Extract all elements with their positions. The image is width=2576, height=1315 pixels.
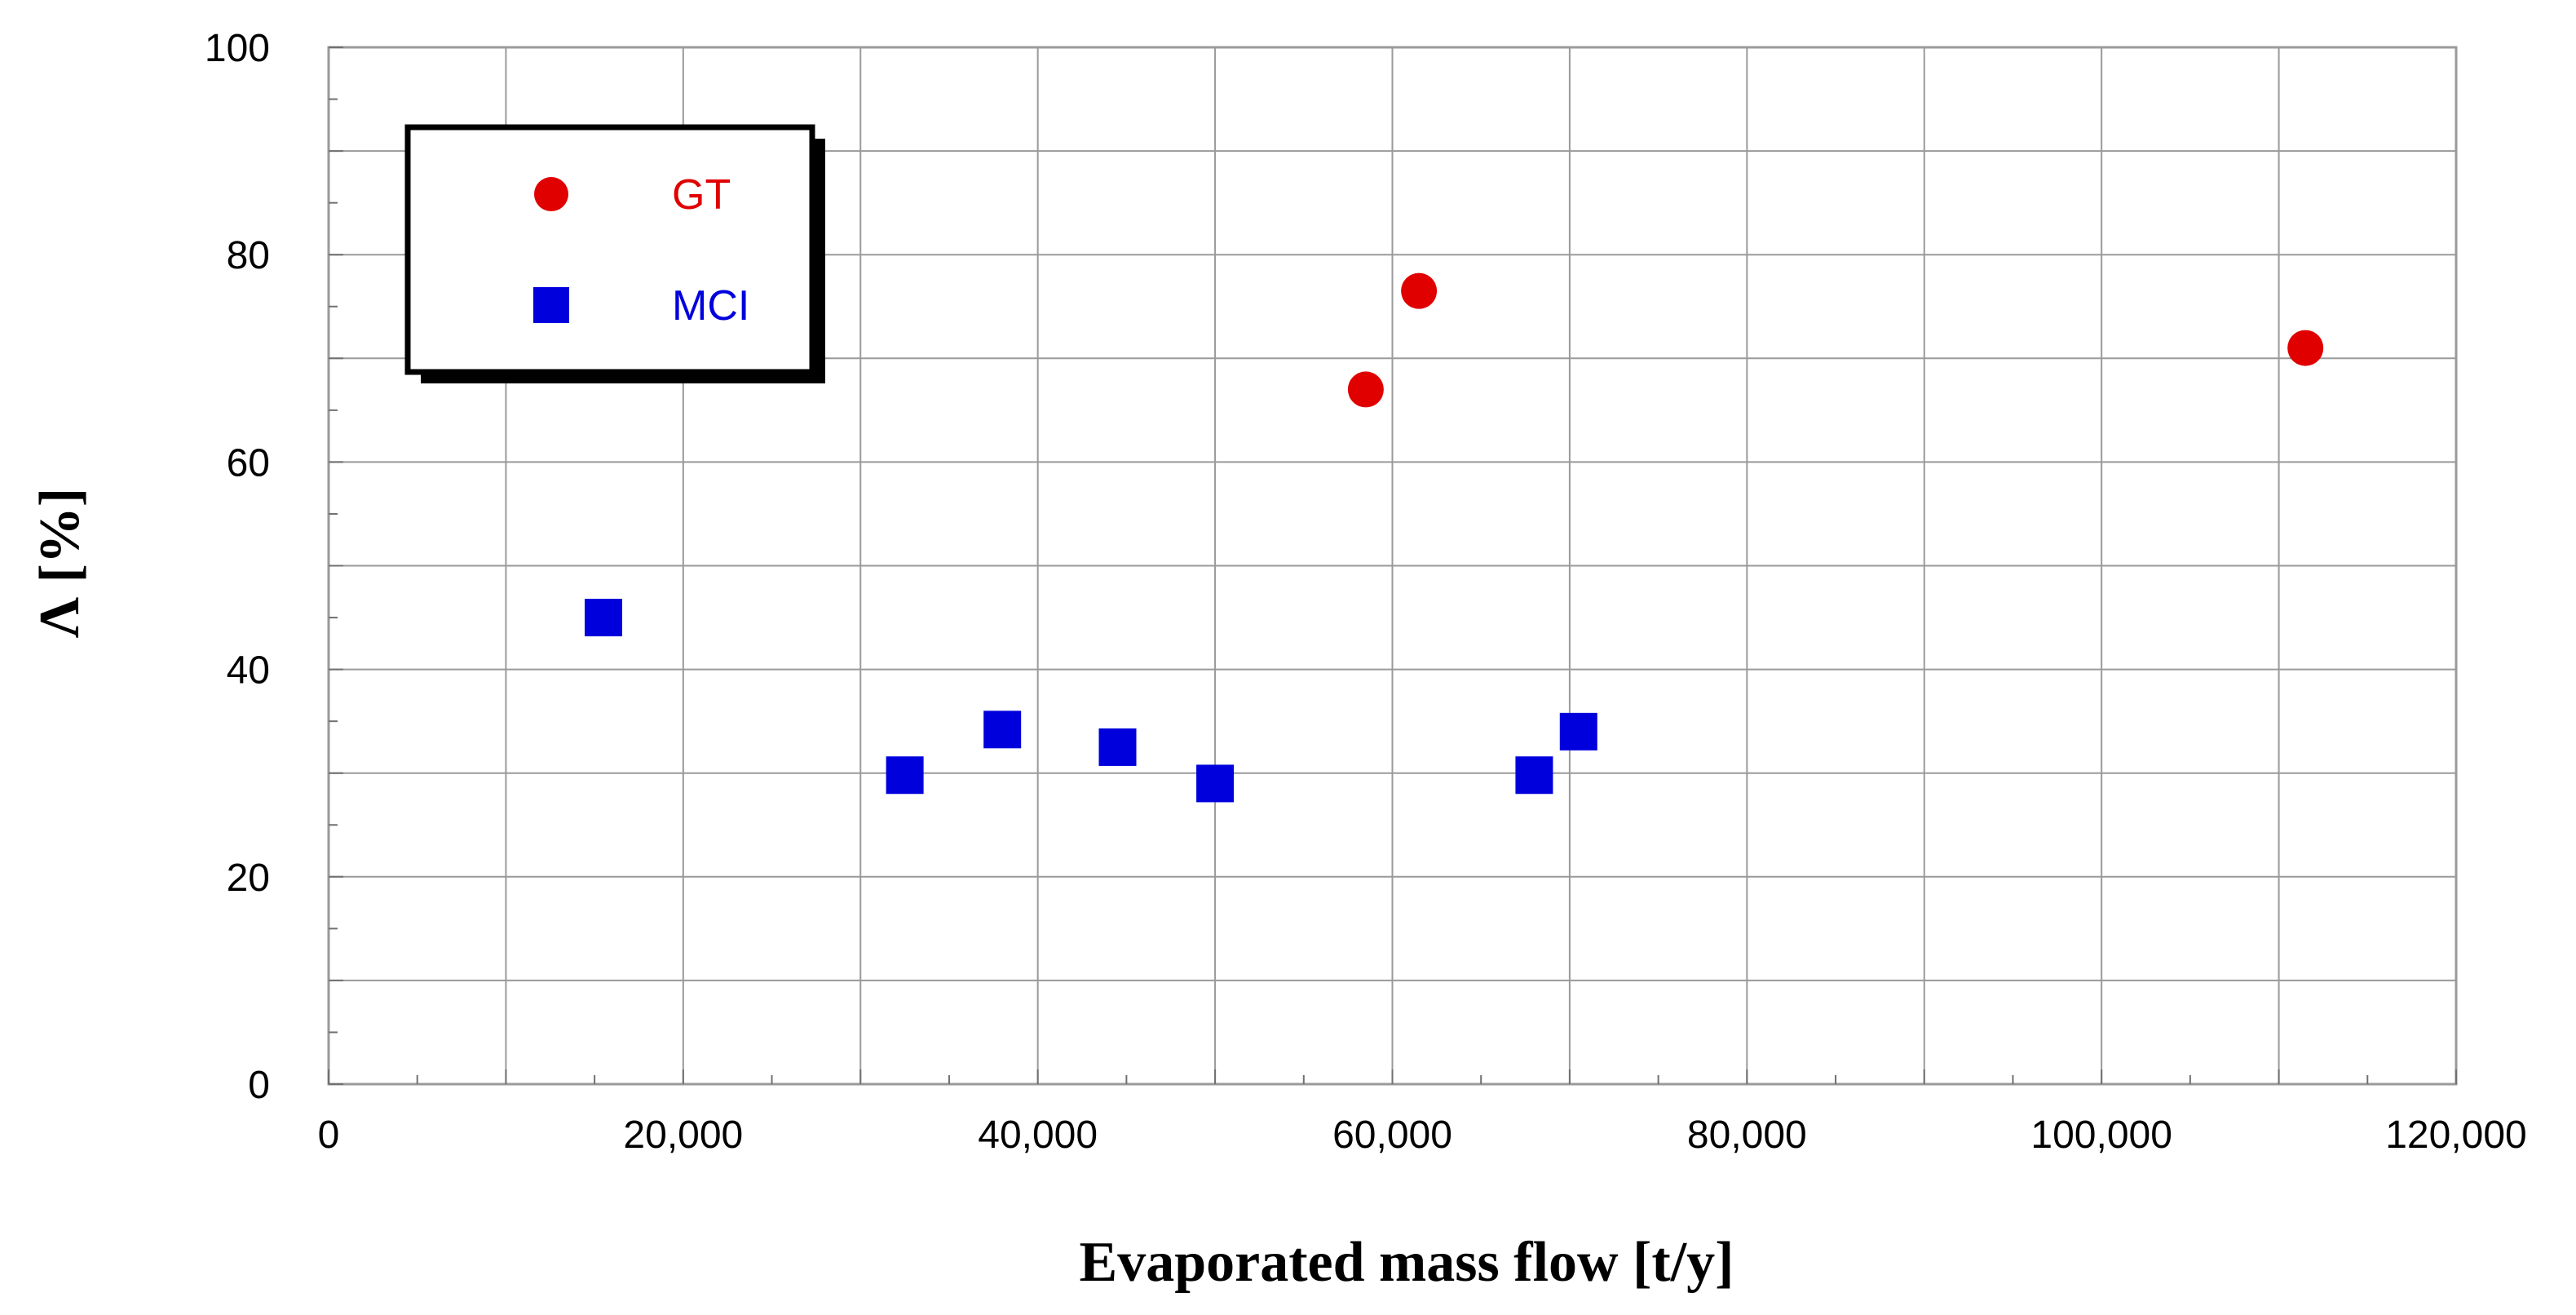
point-mci bbox=[1559, 712, 1597, 750]
point-mci bbox=[1196, 764, 1235, 803]
y-axis-title: Λ [%] bbox=[29, 488, 91, 638]
y-tick-label: 40 bbox=[227, 649, 270, 693]
x-tick-label: 40,000 bbox=[978, 1114, 1098, 1157]
x-tick-label: 80,000 bbox=[1687, 1114, 1807, 1157]
y-tick-label: 80 bbox=[227, 234, 270, 277]
x-tick-label: 60,000 bbox=[1332, 1114, 1452, 1157]
point-gt bbox=[1347, 371, 1384, 408]
point-mci bbox=[1515, 756, 1553, 795]
legend: GT MCI bbox=[404, 124, 825, 383]
y-tick-label: 0 bbox=[248, 1064, 270, 1107]
legend-marker-mci bbox=[533, 287, 569, 323]
data-points bbox=[584, 272, 2324, 803]
axis-ticks bbox=[328, 46, 2457, 1085]
legend-label-gt: GT bbox=[672, 171, 731, 219]
x-tick-label: 20,000 bbox=[623, 1114, 743, 1157]
axis-tick-labels: 0 20,000 40,000 60,000 80,000 100,000 120,000 0… bbox=[205, 27, 2527, 1157]
x-tick-label: 100,000 bbox=[2030, 1114, 2172, 1157]
legend-marker-gt bbox=[534, 177, 568, 211]
legend-box bbox=[404, 124, 815, 375]
y-tick-label: 60 bbox=[227, 441, 270, 485]
x-tick-label: 0 bbox=[318, 1114, 340, 1157]
x-tick-label: 120,000 bbox=[2385, 1114, 2527, 1157]
point-mci bbox=[1098, 728, 1137, 766]
point-mci bbox=[584, 599, 622, 637]
point-mci bbox=[983, 711, 1022, 749]
point-gt bbox=[1401, 272, 1438, 309]
point-gt bbox=[2287, 330, 2324, 366]
y-tick-label: 100 bbox=[205, 27, 270, 70]
point-mci bbox=[886, 756, 924, 795]
y-tick-label: 20 bbox=[227, 857, 270, 900]
legend-label-mci: MCI bbox=[672, 282, 749, 330]
x-axis-title: Evaporated mass flow [t/y] bbox=[1080, 1231, 1734, 1294]
